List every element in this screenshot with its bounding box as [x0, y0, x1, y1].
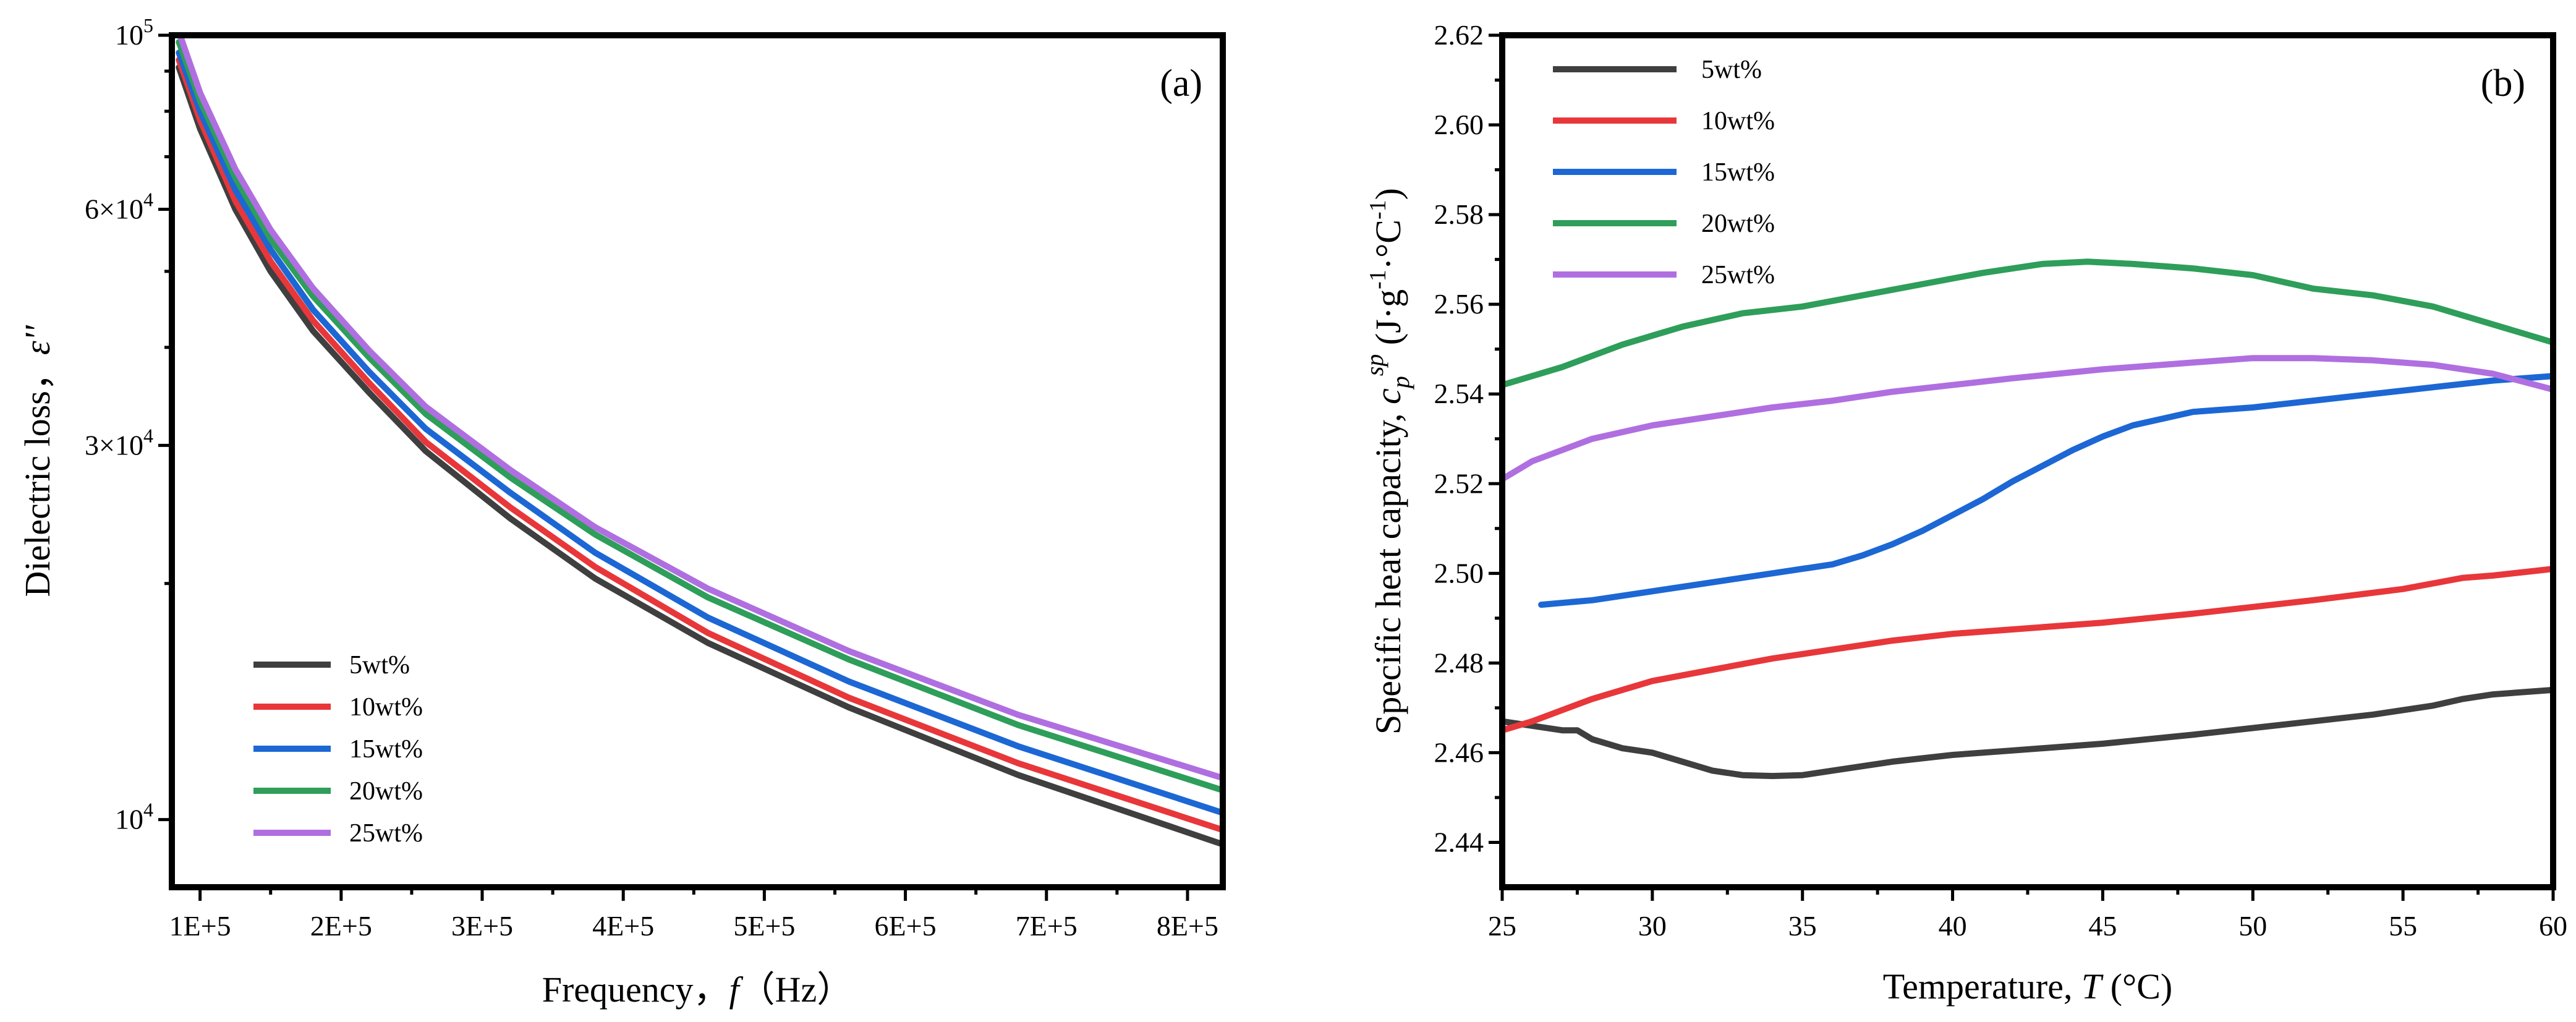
x-tick-label: 45	[2088, 910, 2117, 942]
legend-label-10wtpct: 10wt%	[1701, 107, 1775, 135]
panel-b-line-25wtpct	[1502, 355, 2553, 482]
panel-b-x-axis-label: Temperature, T (°C)	[1883, 966, 2173, 1007]
panel-a-series-lines	[176, 35, 1223, 848]
x-tick-label: 25	[1488, 910, 1516, 942]
panel-a-legend: 5wt% 10wt% 15wt% 20wt% 25wt%	[253, 651, 423, 848]
panel-b-legend: 5wt% 10wt% 15wt% 20wt% 25wt%	[1553, 56, 1775, 289]
panel-b-specific-heat: 25 30 35 40 45 50 55 60 2.44 2.46 2.48 2.50 2.52 2.5…	[1361, 19, 2567, 1007]
x-tick-label: 55	[2389, 910, 2417, 942]
panel-a-dielectric-loss: 1E+5 2E+5 3E+5 4E+5 5E+5 6E+5 7E+5 8E+5 104 3×10…	[17, 14, 1226, 1010]
y-tick-label: 2.52	[1434, 467, 1484, 499]
panel-b-line-10wtpct	[1502, 566, 2553, 734]
legend-label-20wtpct: 20wt%	[1701, 210, 1775, 238]
x-tick-label: 3E+5	[451, 910, 513, 942]
panel-b-tag: (b)	[2481, 62, 2525, 104]
legend-label-25wtpct: 25wt%	[1701, 261, 1775, 289]
legend-label-15wtpct: 15wt%	[349, 735, 423, 764]
y-tick-label: 2.56	[1434, 288, 1484, 320]
y-tick-label: 2.44	[1434, 826, 1484, 858]
panel-a-y-ticks: 104 3×104 6×104 105	[85, 14, 172, 835]
y-tick-label: 3×104	[85, 424, 153, 461]
x-tick-label: 30	[1638, 910, 1667, 942]
panel-b-plot-frame	[1499, 32, 2556, 890]
x-tick-label: 35	[1788, 910, 1817, 942]
panel-b-y-ticks: 2.44 2.46 2.48 2.50 2.52 2.54 2.56 2.58 2.60 2.62	[1434, 19, 1502, 858]
panel-a-line-20wtpct	[176, 39, 1223, 794]
panel-b-line-5wtpct	[1502, 686, 2553, 780]
y-tick-label: 2.60	[1434, 109, 1484, 140]
x-tick-label: 50	[2238, 910, 2267, 942]
y-tick-label: 104	[115, 799, 153, 835]
y-tick-label: 2.62	[1434, 19, 1484, 51]
legend-label-5wtpct: 5wt%	[1701, 56, 1762, 84]
legend-label-5wtpct: 5wt%	[349, 651, 410, 679]
panel-a-y-axis-label: Dielectric loss，ε''	[17, 325, 57, 597]
panel-a-plot-frame	[169, 32, 1226, 890]
panel-a-line-15wtpct	[176, 49, 1223, 816]
panel-b-y-axis-label: Specific heat capacity, cpsp (J·g-1·°C-1…	[1361, 188, 1414, 735]
legend-label-25wtpct: 25wt%	[349, 819, 423, 848]
panel-a-line-10wtpct	[176, 57, 1223, 833]
panel-b-x-ticks: 25 30 35 40 45 50 55 60	[1488, 887, 2567, 942]
panel-a-x-ticks: 1E+5 2E+5 3E+5 4E+5 5E+5 6E+5 7E+5 8E+5	[169, 887, 1218, 942]
panel-b-series-lines	[1502, 258, 2553, 780]
y-tick-label: 2.46	[1434, 736, 1484, 768]
y-tick-label: 2.58	[1434, 198, 1484, 230]
panel-b-line-20wtpct	[1502, 258, 2553, 388]
y-tick-label: 2.48	[1434, 647, 1484, 678]
panel-a-line-25wtpct	[177, 35, 1223, 781]
y-tick-label: 2.50	[1434, 557, 1484, 589]
legend-label-10wtpct: 10wt%	[349, 693, 423, 722]
x-tick-label: 40	[1939, 910, 1967, 942]
y-tick-label: 105	[115, 14, 153, 51]
y-tick-label: 2.54	[1434, 378, 1484, 409]
x-tick-label: 4E+5	[592, 910, 654, 942]
x-tick-label: 60	[2539, 910, 2567, 942]
panel-a-tag: (a)	[1160, 62, 1202, 104]
x-tick-label: 5E+5	[733, 910, 795, 942]
x-tick-label: 1E+5	[169, 910, 231, 942]
x-tick-label: 2E+5	[310, 910, 372, 942]
legend-label-20wtpct: 20wt%	[349, 777, 423, 806]
legend-label-15wtpct: 15wt%	[1701, 158, 1775, 187]
panel-b-line-15wtpct	[1538, 373, 2553, 608]
y-tick-label: 6×104	[85, 188, 153, 224]
panel-a-line-5wtpct	[176, 64, 1223, 848]
panel-a-x-axis-label: Frequency，f（Hz）	[542, 969, 853, 1010]
x-tick-label: 6E+5	[875, 910, 937, 942]
x-tick-label: 8E+5	[1157, 910, 1218, 942]
x-tick-label: 7E+5	[1016, 910, 1078, 942]
